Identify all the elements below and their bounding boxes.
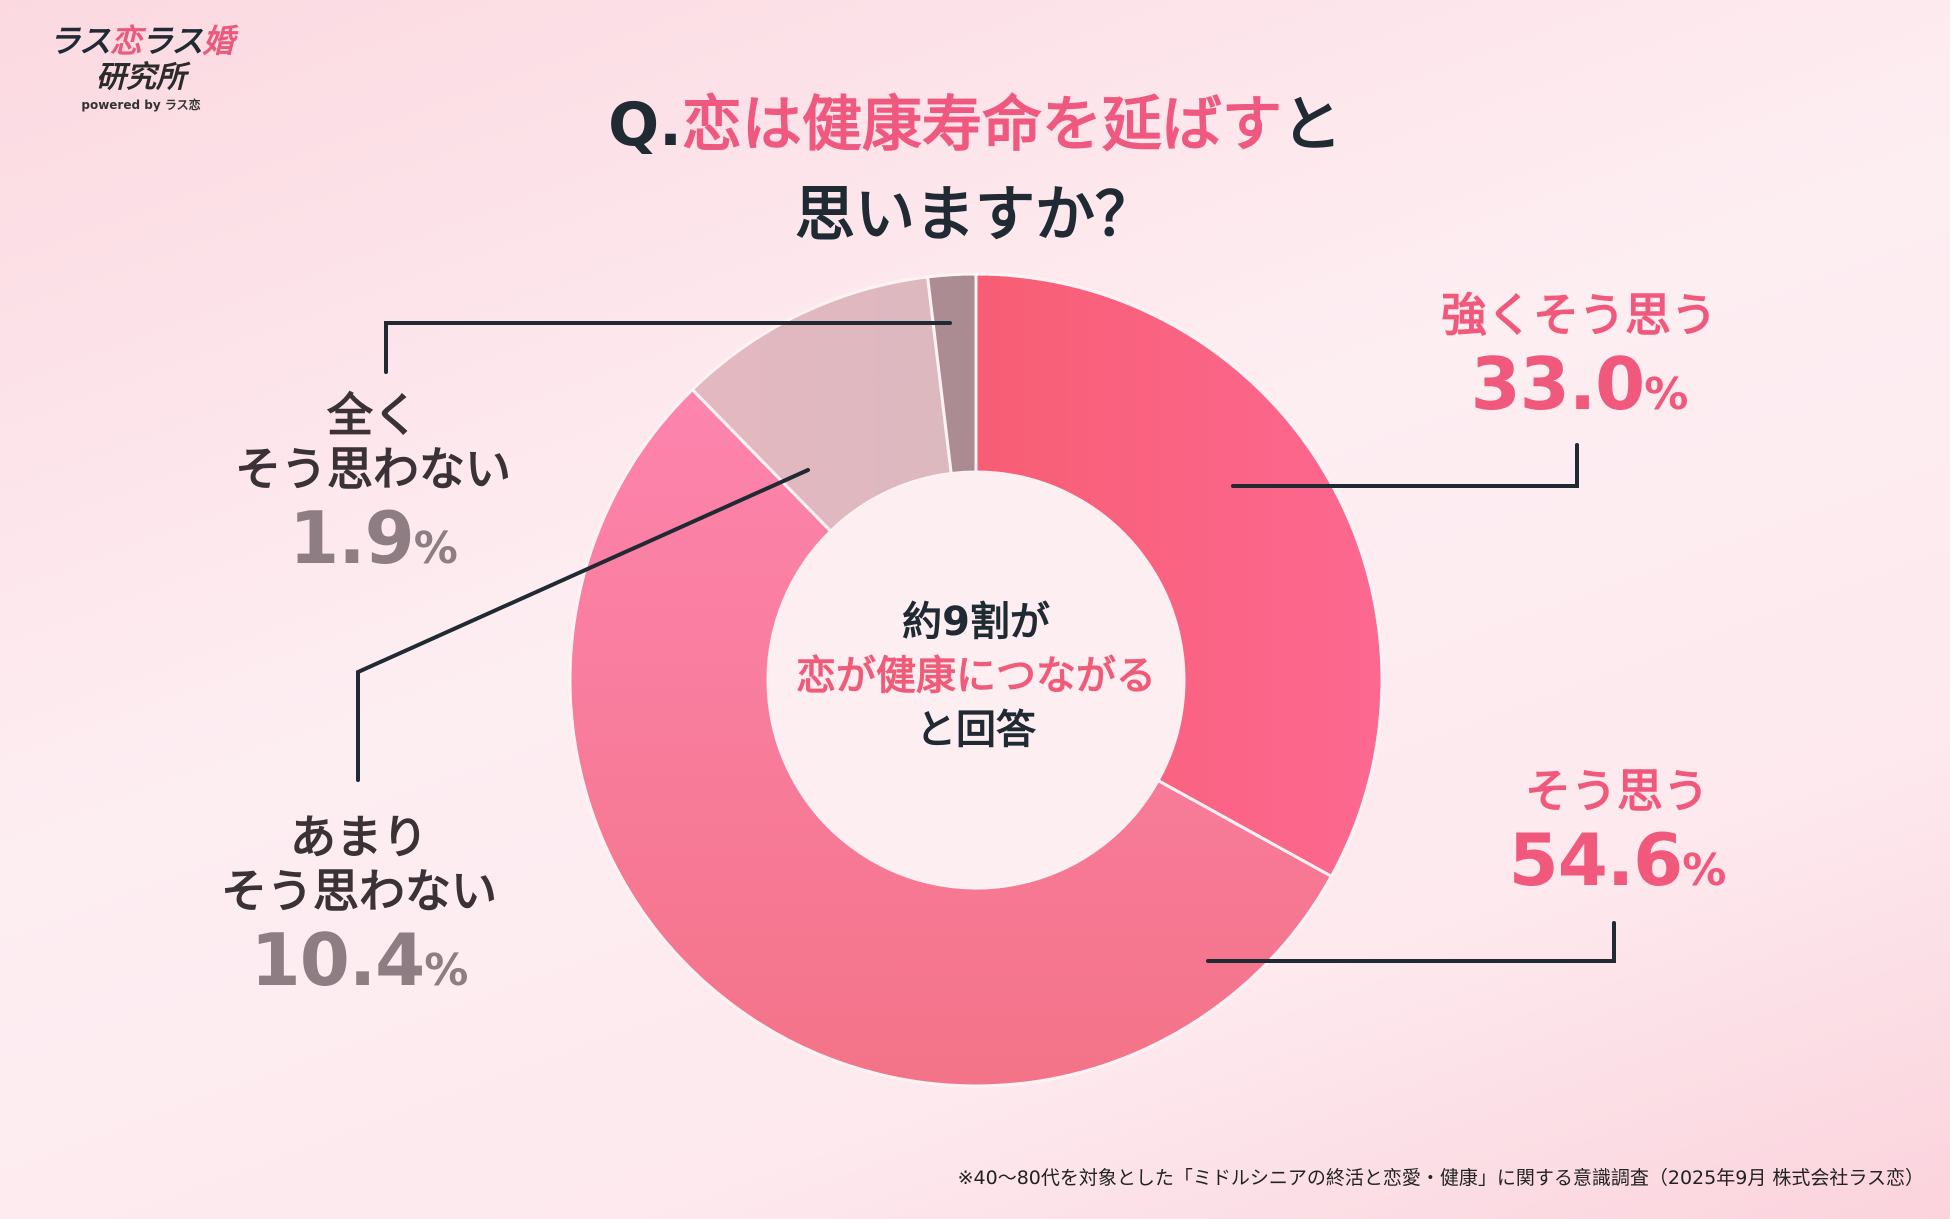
leader-line-somewhat-disagree [356,468,810,782]
center-summary: 約9割が 恋が健康につながる と回答 [796,599,1156,753]
footnote: ※40〜80代を対象とした「ミドルシニアの終活と恋愛・健康」に関する意識調査（2… [957,1167,1924,1189]
donut-slice-2 [568,387,1334,1088]
slice-label-strongly-agree: 強くそう思う 33.0% [1441,288,1717,426]
chart-title: Q.恋は健康寿命を延ばすと 思いますか？ [608,90,1342,250]
slice-label-somewhat-disagree: あまり そう思わない 10.4% [221,810,497,1002]
leader-line-strongly-agree [1231,443,1579,488]
slice-label-strongly-disagree: 全く そう思わない 1.9% [235,388,511,580]
donut-hole [768,472,1184,888]
logo: ラス恋ラス婚 研究所 powered by ラス恋 [48,22,235,112]
leader-line-agree [1206,921,1616,963]
leader-line-strongly-disagree [384,321,952,374]
slice-label-agree: そう思う 54.6% [1508,764,1727,902]
